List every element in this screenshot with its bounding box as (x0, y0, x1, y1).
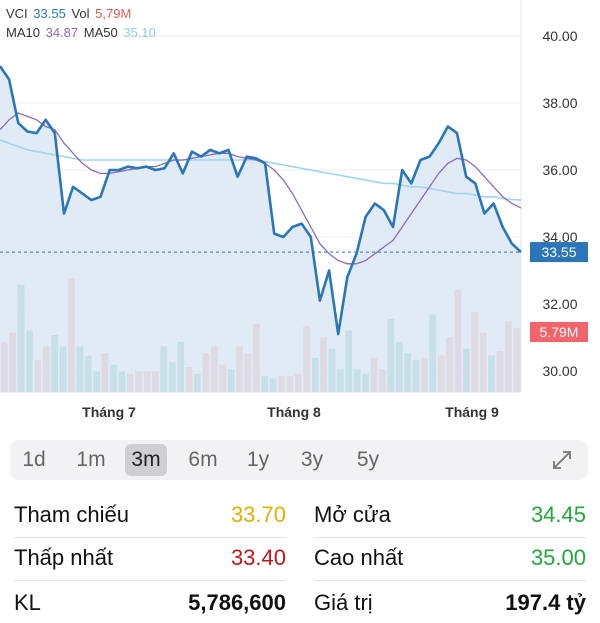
volume-tag-bg (530, 322, 588, 342)
legend-ma10-value: 34.87 (45, 25, 79, 40)
range-button-5y[interactable]: 5y (356, 448, 380, 471)
x-axis-label: Tháng 7 (82, 404, 136, 420)
x-axis-label: Tháng 8 (267, 404, 321, 420)
divider (14, 580, 286, 581)
legend-vol-value: 5,79M (95, 6, 132, 21)
divider (314, 580, 586, 581)
stat-open-value: 34.45 (530, 502, 586, 527)
range-button-3y[interactable]: 3y (300, 448, 324, 471)
price-tag: 33.55 (541, 244, 576, 260)
stock-chart[interactable]: 40.00 38.00 36.00 34.00 32.00 30.00 33.55 5.79M… (0, 0, 600, 432)
stat-low-value: 33.40 (230, 545, 286, 570)
expand-icon[interactable] (550, 448, 574, 472)
stat-open: Mở cửa 34.45 (314, 495, 586, 535)
stat-high-value: 35.00 (530, 545, 586, 570)
stat-reference-value: 33.70 (230, 502, 286, 527)
price-tag-bg (530, 242, 588, 263)
stat-volume-value: 5,786,600 (188, 590, 286, 615)
x-axis-label: Tháng 9 (445, 404, 499, 420)
y-axis-label: 36.00 (542, 162, 577, 178)
divider (314, 537, 586, 538)
range-button-1m[interactable]: 1m (76, 448, 106, 471)
stat-high-label: Cao nhất (314, 545, 404, 570)
y-axis-label: 30.00 (542, 363, 577, 379)
stat-reference-label: Tham chiếu (14, 502, 129, 527)
range-selector: 1d 1m 3m 6m 1y 3y 5y (10, 440, 588, 480)
legend-ma50-label: MA50 (83, 25, 118, 40)
y-axis-label: 40.00 (542, 28, 577, 44)
price-area (0, 66, 521, 392)
y-axis-label: 38.00 (542, 95, 577, 111)
legend-price: 33.55 (33, 6, 66, 21)
stat-high: Cao nhất 35.00 (314, 538, 586, 578)
stat-reference: Tham chiếu 33.70 (14, 495, 286, 535)
y-axis-label: 34.00 (542, 229, 577, 245)
stat-volume: KL 5,786,600 (14, 583, 286, 623)
range-button-1d[interactable]: 1d (22, 448, 46, 471)
y-axis-label: 32.00 (542, 296, 577, 312)
legend-ma50-value: 35.10 (123, 25, 156, 40)
chart-canvas[interactable]: 40.00 38.00 36.00 34.00 32.00 30.00 33.55 5.79M… (0, 0, 600, 432)
stat-value-traded-value: 197.4 tỷ (505, 590, 586, 615)
legend-ma10-label: MA10 (6, 25, 40, 40)
divider (14, 537, 286, 538)
stat-low: Thấp nhất 33.40 (14, 538, 286, 578)
legend-line-2: MA10 34.87 MA50 35.10 (6, 25, 158, 40)
legend-symbol: VCI (6, 6, 28, 21)
volume-tag: 5.79M (540, 324, 579, 340)
stat-value-traded-label: Giá trị (314, 590, 373, 615)
price-line (0, 65, 522, 336)
stat-value-traded: Giá trị 197.4 tỷ (314, 583, 586, 623)
range-button-3m[interactable]: 3m (125, 444, 167, 476)
range-button-6m[interactable]: 6m (188, 448, 218, 471)
legend-line-1: VCI 33.55 Vol 5,79M (6, 6, 133, 21)
range-button-1y[interactable]: 1y (246, 448, 270, 471)
stat-open-label: Mở cửa (314, 502, 391, 527)
stat-volume-label: KL (14, 590, 41, 615)
legend-vol-label: Vol (71, 6, 90, 21)
stat-low-label: Thấp nhất (14, 545, 114, 570)
